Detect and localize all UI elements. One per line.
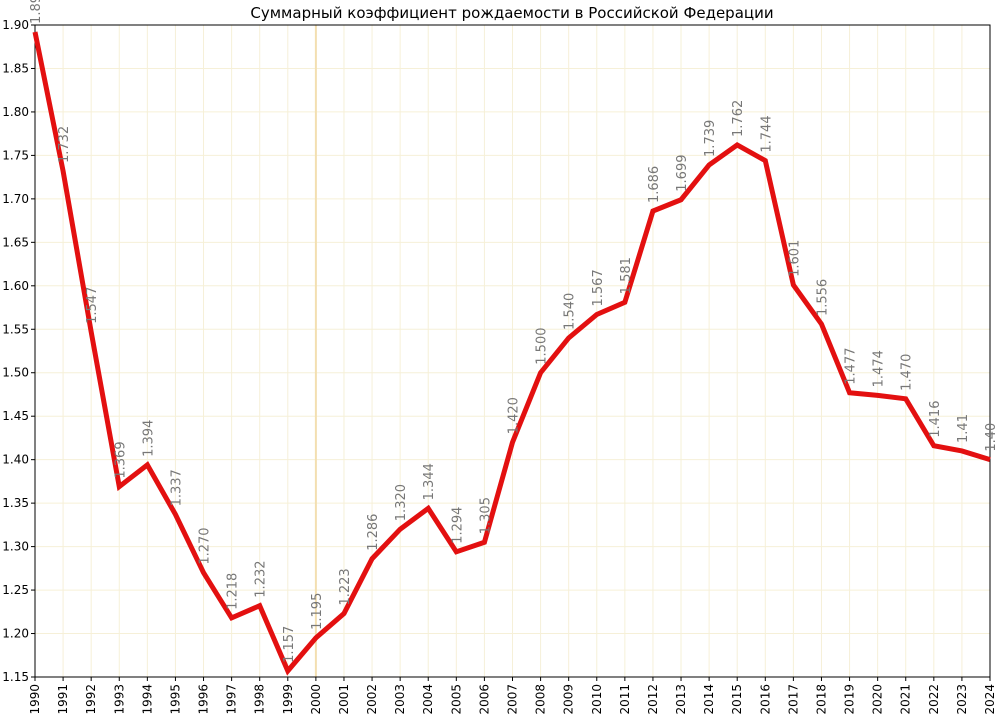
x-tick-label: 2009 [562,684,576,715]
value-label: 1.744 [759,115,774,152]
x-tick-label: 1994 [140,684,154,715]
x-tick-label: 1996 [197,684,211,715]
value-label: 1.762 [731,100,746,137]
x-tick-label: 2017 [786,684,800,715]
y-tick-label: 1.35 [2,496,29,510]
chart-title: Суммарный коэффициент рождаемости в Росс… [250,4,773,22]
value-label: 1.218 [226,573,241,610]
x-tick-label: 1999 [281,684,295,715]
y-tick-label: 1.70 [2,192,29,206]
x-tick-label: 2007 [506,684,520,715]
x-tick-label: 1990 [28,684,42,715]
y-tick-label: 1.90 [2,18,29,32]
value-label: 1.477 [844,348,859,385]
y-tick-label: 1.15 [2,670,29,684]
value-label: 1.320 [394,484,409,521]
x-tick-label: 2015 [730,684,744,715]
x-tick-label: 2006 [477,684,491,715]
value-label: 1.232 [254,560,269,597]
value-label: 1.294 [450,507,465,544]
y-tick-label: 1.50 [2,366,29,380]
value-label: 1.500 [535,328,550,365]
value-label: 1.540 [563,293,578,330]
value-label: 1.567 [591,269,606,306]
x-tick-label: 2013 [674,684,688,715]
x-tick-label: 2000 [309,684,323,715]
value-label: 1.420 [507,397,522,434]
value-label: 1.739 [703,120,718,157]
y-tick-label: 1.25 [2,583,29,597]
x-tick-label: 2019 [843,684,857,715]
value-label: 1.470 [900,354,915,391]
value-label: 1.394 [141,420,156,457]
y-tick-label: 1.55 [2,322,29,336]
value-label: 1.337 [169,469,184,506]
x-tick-label: 1995 [168,684,182,715]
x-tick-label: 2001 [337,684,351,715]
x-tick-label: 2012 [646,684,660,715]
value-label: 1.699 [675,155,690,192]
x-tick-label: 2016 [758,684,772,715]
x-tick-label: 2011 [618,684,632,715]
y-tick-label: 1.65 [2,235,29,249]
y-tick-label: 1.75 [2,148,29,162]
value-label: 1.40 [984,423,999,452]
x-tick-label: 2003 [393,684,407,715]
value-label: 1.581 [619,257,634,294]
value-label: 1.686 [647,166,662,203]
value-label: 1.416 [928,401,943,438]
x-tick-label: 1998 [253,684,267,715]
x-tick-label: 2022 [927,684,941,715]
value-label: 1.286 [366,514,381,551]
value-label: 1.41 [956,414,971,443]
x-tick-label: 1992 [84,684,98,715]
x-tick-label: 2023 [955,684,969,715]
y-tick-label: 1.20 [2,627,29,641]
x-tick-label: 1993 [112,684,126,715]
y-tick-label: 1.80 [2,105,29,119]
value-label: 1.305 [478,497,493,534]
value-label: 1.556 [815,279,830,316]
value-label: 1.344 [422,463,437,500]
x-tick-label: 2014 [702,684,716,715]
value-label: 1.601 [787,240,802,277]
x-tick-label: 1991 [56,684,70,715]
value-label: 1.732 [57,126,72,163]
value-label: 1.892 [29,0,44,24]
value-label: 1.547 [85,287,100,324]
x-tick-label: 2021 [899,684,913,715]
plot-frame [34,24,991,678]
x-tick-label: 2002 [365,684,379,715]
value-label: 1.369 [113,441,128,478]
x-tick-label: 2008 [534,684,548,715]
x-tick-label: 1997 [225,684,239,715]
x-tick-label: 2018 [814,684,828,715]
value-label: 1.157 [282,626,297,663]
y-tick-label: 1.45 [2,409,29,423]
y-tick-label: 1.85 [2,61,29,75]
value-label: 1.195 [310,593,325,630]
value-label: 1.223 [338,568,353,605]
y-tick-label: 1.30 [2,540,29,554]
data-line [32,31,991,676]
x-tick-label: 2010 [590,684,604,715]
x-tick-label: 2024 [983,684,997,715]
x-tick-label: 2020 [871,684,885,715]
y-tick-label: 1.40 [2,453,29,467]
x-tick-label: 2004 [421,684,435,715]
x-tick-label: 2005 [449,684,463,715]
value-label: 1.270 [198,527,213,564]
y-tick-label: 1.60 [2,279,29,293]
value-label: 1.474 [872,350,887,387]
